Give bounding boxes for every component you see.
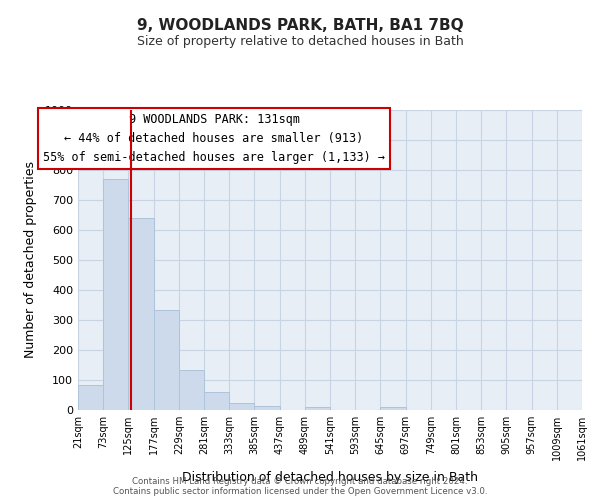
Text: Size of property relative to detached houses in Bath: Size of property relative to detached ho…: [137, 35, 463, 48]
Bar: [204, 392, 229, 410]
Text: 9 WOODLANDS PARK: 131sqm
← 44% of detached houses are smaller (913)
55% of semi-: 9 WOODLANDS PARK: 131sqm ← 44% of detach…: [43, 113, 385, 164]
Bar: [254, 406, 280, 410]
Bar: [128, 218, 154, 410]
Bar: [380, 407, 406, 410]
Bar: [103, 179, 128, 410]
Bar: [78, 384, 103, 410]
Bar: [229, 402, 254, 410]
X-axis label: Distribution of detached houses by size in Bath: Distribution of detached houses by size …: [182, 471, 478, 484]
Text: Contains public sector information licensed under the Open Government Licence v3: Contains public sector information licen…: [113, 488, 487, 496]
Text: 9, WOODLANDS PARK, BATH, BA1 7BQ: 9, WOODLANDS PARK, BATH, BA1 7BQ: [137, 18, 463, 32]
Bar: [154, 310, 179, 410]
Bar: [305, 407, 330, 410]
Text: Contains HM Land Registry data © Crown copyright and database right 2024.: Contains HM Land Registry data © Crown c…: [132, 476, 468, 486]
Bar: [179, 370, 204, 410]
Y-axis label: Number of detached properties: Number of detached properties: [24, 162, 37, 358]
